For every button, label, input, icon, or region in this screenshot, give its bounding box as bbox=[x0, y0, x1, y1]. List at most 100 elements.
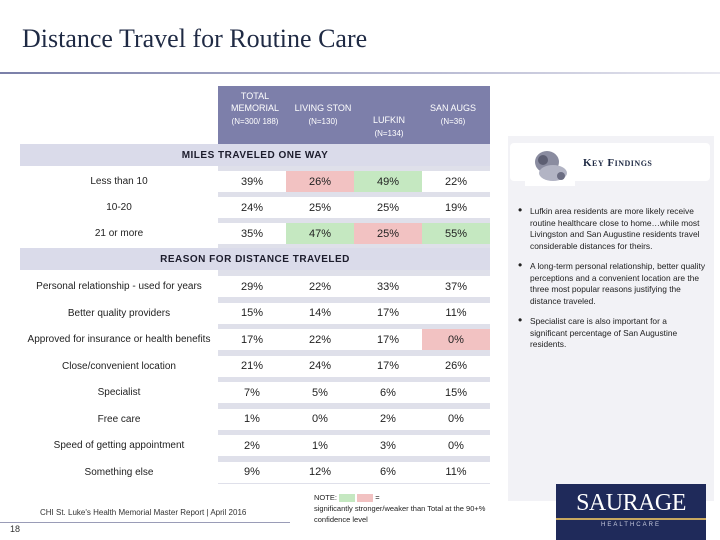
column-sample-size: (N=130) bbox=[308, 117, 338, 126]
logo-wordmark: SAURAGE bbox=[576, 490, 686, 516]
table-cell: 19% bbox=[422, 197, 490, 218]
table-row: 21 or more 35% 47% 25% 55% bbox=[20, 223, 490, 244]
column-name: LIVING STON bbox=[294, 103, 352, 113]
table-row: 10-20 24% 25% 25% 19% bbox=[20, 197, 490, 218]
table-cell: 24% bbox=[218, 197, 286, 218]
key-finding-item: A long-term personal relationship, bette… bbox=[518, 260, 706, 307]
table-cell: 22% bbox=[286, 329, 354, 350]
table-cell: 0% bbox=[422, 408, 490, 430]
table-cell: 24% bbox=[286, 355, 354, 377]
table-cell: 37% bbox=[422, 276, 490, 297]
key-findings-list: Lufkin area residents are more likely re… bbox=[518, 205, 706, 360]
table-cell: 17% bbox=[354, 329, 422, 350]
logo-subtitle: HEALTHCARE bbox=[601, 522, 661, 528]
row-label: Approved for insurance or health benefit… bbox=[27, 334, 211, 345]
table-row: Approved for insurance or health benefit… bbox=[20, 329, 490, 350]
table-row: Free care 1% 0% 2% 0% bbox=[20, 408, 490, 430]
pink-swatch bbox=[357, 494, 374, 503]
column-sample-size: (N=134) bbox=[374, 129, 404, 138]
page-title: Distance Travel for Routine Care bbox=[22, 24, 368, 53]
row-label: Better quality providers bbox=[67, 307, 171, 319]
row-label: Personal relationship - used for years bbox=[36, 281, 202, 292]
note-prefix: NOTE: bbox=[314, 493, 337, 502]
table-cell: 33% bbox=[354, 276, 422, 297]
table-cell: 17% bbox=[354, 355, 422, 377]
table-cell: 25% bbox=[354, 197, 422, 218]
column-header-total: TOTAL MEMORIAL (N=300/ 188) bbox=[222, 90, 288, 128]
table-cell: 22% bbox=[422, 171, 490, 192]
table-cell: 2% bbox=[218, 435, 286, 456]
table-row: Specialist 7% 5% 6% 15% bbox=[20, 382, 490, 403]
table-cell: 35% bbox=[218, 223, 286, 244]
column-sample-size: (N=300/ 188) bbox=[231, 117, 279, 126]
table-cell: 7% bbox=[218, 382, 286, 403]
note-equals: = bbox=[375, 493, 380, 502]
row-label: Something else bbox=[84, 466, 154, 478]
table-cell: 6% bbox=[354, 461, 422, 483]
column-header-san-augustine: SAN AUGS (N=36) bbox=[420, 90, 486, 128]
table-cell: 15% bbox=[422, 382, 490, 403]
table-cell: 11% bbox=[422, 461, 490, 483]
table-cell: 39% bbox=[218, 171, 286, 192]
note-text: significantly stronger/weaker than Total… bbox=[314, 504, 486, 524]
table-row: Something else 9% 12% 6% 11% bbox=[20, 461, 490, 483]
saurage-logo: SAURAGE HEALTHCARE bbox=[556, 484, 706, 540]
green-swatch bbox=[339, 494, 356, 503]
key-finding-item: Specialist care is also important for a … bbox=[518, 315, 706, 351]
logo-stripe bbox=[556, 518, 706, 520]
table-cell: 0% bbox=[286, 408, 354, 430]
table-row: Less than 10 39% 26% 49% 22% bbox=[20, 171, 490, 192]
table-cell: 26% bbox=[422, 355, 490, 377]
table-cell: 29% bbox=[218, 276, 286, 297]
section-reason-distance: REASON FOR DISTANCE TRAVELED bbox=[20, 248, 490, 270]
table-cell: 12% bbox=[286, 461, 354, 483]
table-cell: 47% bbox=[286, 223, 354, 244]
table-cell: 22% bbox=[286, 276, 354, 297]
row-label: Speed of getting appointment bbox=[53, 440, 185, 451]
table-header-band bbox=[218, 86, 490, 144]
table-cell: 26% bbox=[286, 171, 354, 192]
column-name: TOTAL MEMORIAL bbox=[230, 91, 279, 113]
table-cell: 17% bbox=[354, 302, 422, 324]
table-cell: 2% bbox=[354, 408, 422, 430]
table-cell: 1% bbox=[218, 408, 286, 430]
row-label: Less than 10 bbox=[90, 176, 148, 187]
table-cell: 25% bbox=[286, 197, 354, 218]
row-label: Free care bbox=[97, 413, 141, 425]
newborn-photo-icon bbox=[525, 146, 575, 186]
column-header-livingston: LIVING STON (N=130) bbox=[290, 90, 356, 128]
report-footer: CHI St. Luke's Health Memorial Master Re… bbox=[40, 508, 247, 517]
section-miles-traveled: MILES TRAVELED ONE WAY bbox=[20, 144, 490, 166]
table-row: Close/convenient location 21% 24% 17% 26% bbox=[20, 355, 490, 377]
table-cell: 5% bbox=[286, 382, 354, 403]
key-findings-title: Key Findings bbox=[583, 157, 653, 169]
table-cell: 0% bbox=[422, 329, 490, 350]
row-label: Close/convenient location bbox=[62, 360, 176, 372]
table-cell: 15% bbox=[218, 302, 286, 324]
column-name: LUFKIN bbox=[372, 115, 405, 125]
title-divider bbox=[0, 72, 720, 74]
column-header-lufkin: LUFKIN (N=134) bbox=[356, 90, 422, 140]
table-cell: 17% bbox=[218, 329, 286, 350]
table-row: Speed of getting appointment 2% 1% 3% 0% bbox=[20, 435, 490, 456]
significance-note: NOTE: = significantly stronger/weaker th… bbox=[314, 492, 514, 525]
table-cell: 0% bbox=[422, 435, 490, 456]
table-row: Better quality providers 15% 14% 17% 11% bbox=[20, 302, 490, 324]
row-label: Specialist bbox=[97, 387, 141, 398]
page-number: 18 bbox=[10, 524, 21, 534]
table-cell: 1% bbox=[286, 435, 354, 456]
table-row: Personal relationship - used for years 29… bbox=[20, 276, 490, 297]
table-cell: 21% bbox=[218, 355, 286, 377]
column-sample-size: (N=36) bbox=[440, 117, 466, 126]
table-cell: 25% bbox=[354, 223, 422, 244]
footer-divider bbox=[0, 522, 290, 523]
table-cell: 14% bbox=[286, 302, 354, 324]
column-name: SAN AUGS bbox=[429, 103, 476, 113]
row-label: 21 or more bbox=[94, 228, 144, 239]
table-cell: 49% bbox=[354, 171, 422, 192]
key-finding-item: Lufkin area residents are more likely re… bbox=[518, 205, 706, 252]
table-cell: 9% bbox=[218, 461, 286, 483]
row-label: 10-20 bbox=[106, 202, 132, 213]
table-cell: 11% bbox=[422, 302, 490, 324]
table-cell: 55% bbox=[422, 223, 490, 244]
